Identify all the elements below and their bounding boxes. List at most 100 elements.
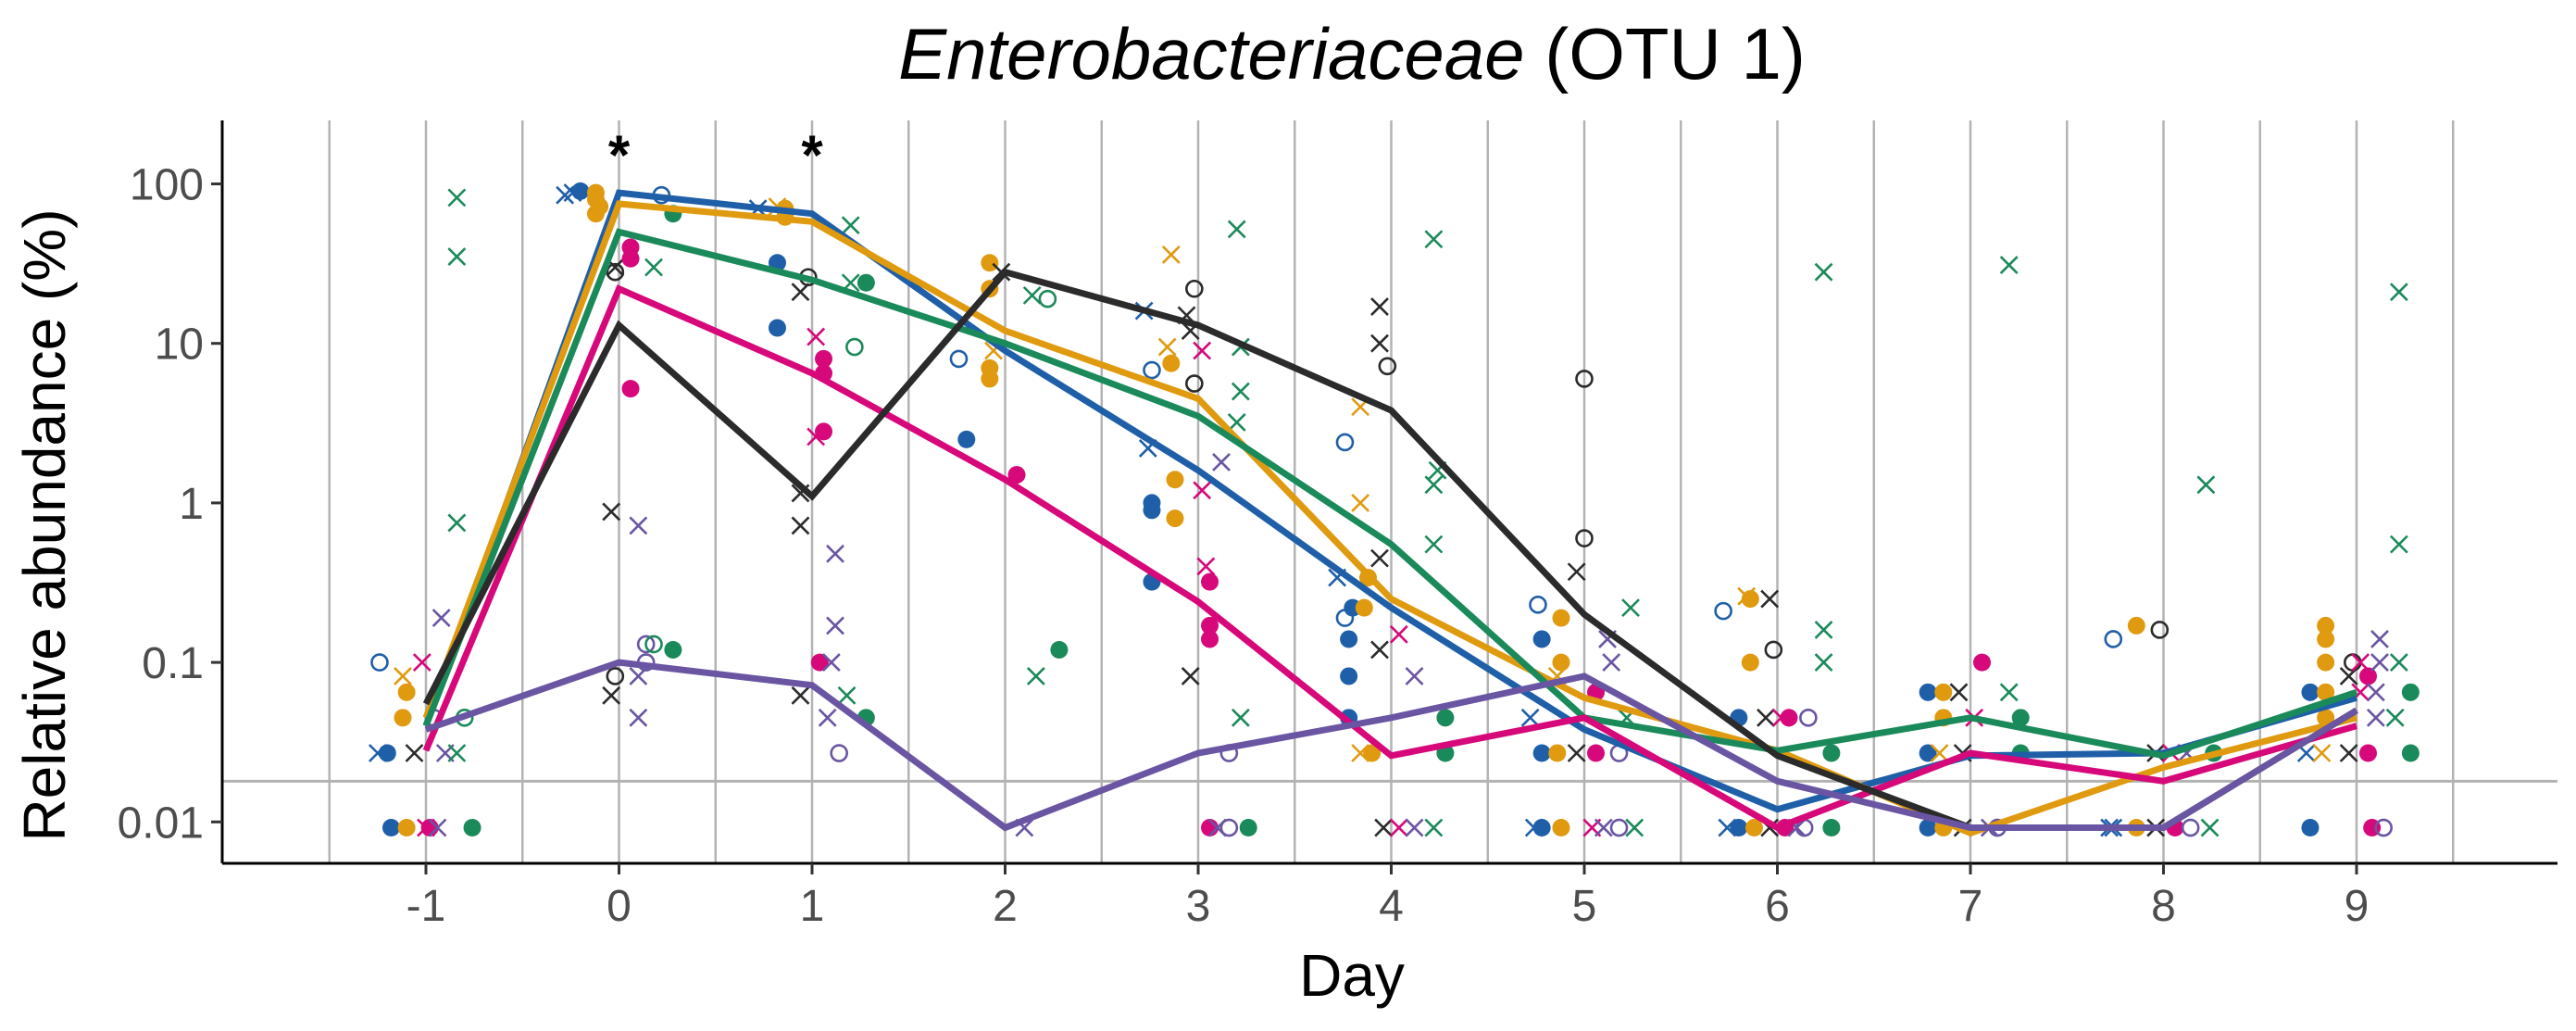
data-point-filled-circle xyxy=(1744,819,1763,837)
data-point-filled-circle xyxy=(1919,683,1937,701)
data-point-filled-circle xyxy=(1741,653,1759,672)
data-point-cross xyxy=(2385,708,2405,727)
data-point-filled-circle xyxy=(1143,501,1161,520)
data-point-open-circle xyxy=(1609,818,1629,837)
data-point-cross xyxy=(1621,598,1640,618)
data-point-open-circle xyxy=(1335,433,1355,452)
data-point-filled-circle xyxy=(1239,819,1257,837)
data-point-cross xyxy=(1193,341,1212,360)
data-point-filled-circle xyxy=(981,254,999,272)
data-point-cross xyxy=(841,216,860,235)
data-point-cross xyxy=(1193,481,1212,500)
data-point-filled-circle xyxy=(1201,630,1219,648)
data-point-filled-circle xyxy=(2011,709,2030,727)
data-point-cross xyxy=(1370,333,1389,353)
data-point-open-circle xyxy=(1038,289,1057,308)
data-point-filled-circle xyxy=(2359,744,2378,762)
data-point-filled-circle xyxy=(1919,819,1937,837)
data-point-cross xyxy=(1370,297,1389,316)
data-point-filled-circle xyxy=(397,683,416,701)
data-point-cross xyxy=(563,183,582,203)
data-point-cross xyxy=(1949,683,1969,702)
data-point-filled-circle xyxy=(1780,709,1798,727)
data-point-filled-circle xyxy=(810,653,829,672)
data-point-filled-circle xyxy=(664,640,682,659)
data-point-cross xyxy=(821,653,841,673)
chart-title: Enterobacteriaceae (OTU 1) xyxy=(898,13,1806,94)
data-point-cross xyxy=(1370,640,1389,660)
significance-mark: * xyxy=(608,124,631,186)
data-point-filled-circle xyxy=(1548,744,1567,762)
data-point-cross xyxy=(1814,621,1833,639)
data-point-open-circle xyxy=(644,635,663,654)
data-point-open-circle xyxy=(606,667,625,685)
data-point-cross xyxy=(807,327,826,346)
data-point-open-circle xyxy=(1575,529,1594,547)
data-point-filled-circle xyxy=(1552,819,1570,837)
data-point-filled-circle xyxy=(2401,744,2420,762)
data-point-cross xyxy=(2339,744,2358,762)
data-point-cross xyxy=(1930,744,1949,762)
data-point-filled-circle xyxy=(768,319,786,337)
data-point-filled-circle xyxy=(2317,630,2335,648)
data-point-cross xyxy=(1424,818,1444,837)
data-point-open-circle xyxy=(2344,653,2362,672)
series-line-4 xyxy=(422,284,2357,832)
data-point-cross xyxy=(1405,667,1424,685)
data-point-cross xyxy=(2389,283,2408,302)
data-point-open-circle xyxy=(1219,818,1239,837)
x-tick-label: 9 xyxy=(2345,882,2370,931)
data-point-open-circle xyxy=(1714,601,1732,621)
y-tick-label: 10 xyxy=(155,321,204,370)
data-point-cross xyxy=(818,708,837,727)
y-tick-label: 0.01 xyxy=(118,798,204,848)
series-line-2 xyxy=(422,200,2357,837)
data-point-cross xyxy=(1227,220,1246,239)
data-point-cross xyxy=(2339,667,2358,685)
x-axis-title: Day xyxy=(1299,942,1405,1009)
data-point-filled-circle xyxy=(1532,630,1551,648)
data-point-filled-circle xyxy=(1355,598,1373,617)
data-point-filled-circle xyxy=(1166,509,1184,528)
data-point-filled-circle xyxy=(2301,683,2320,701)
data-point-cross xyxy=(1157,337,1177,357)
data-point-open-circle xyxy=(1799,709,1818,727)
data-point-open-circle xyxy=(845,337,864,357)
y-tick-label: 100 xyxy=(130,161,204,210)
data-point-filled-circle xyxy=(1741,590,1759,609)
data-point-cross xyxy=(431,609,451,628)
data-point-cross xyxy=(1022,285,1042,305)
data-point-filled-circle xyxy=(857,273,875,292)
data-point-open-circle xyxy=(1378,357,1397,376)
chart-title-italic: Enterobacteriaceae xyxy=(898,13,1524,94)
significance-mark: * xyxy=(801,124,823,186)
data-point-open-circle xyxy=(830,744,848,762)
data-point-cross xyxy=(2200,818,2220,837)
data-point-filled-circle xyxy=(1552,609,1570,627)
x-tick-label: 2 xyxy=(993,882,1018,931)
data-point-cross xyxy=(447,188,467,207)
data-point-cross xyxy=(447,744,467,762)
data-point-filled-circle xyxy=(1340,630,1358,648)
data-point-filled-circle xyxy=(586,205,605,223)
data-point-filled-circle xyxy=(1436,709,1455,727)
x-tick-label: 0 xyxy=(606,882,631,931)
data-point-filled-circle xyxy=(815,422,833,441)
data-point-cross xyxy=(2370,630,2389,648)
points-layer xyxy=(368,182,2420,837)
data-point-filled-circle xyxy=(2127,616,2145,635)
data-point-open-circle xyxy=(1575,370,1594,388)
data-point-filled-circle xyxy=(1919,744,1937,762)
data-point-filled-circle xyxy=(957,430,976,448)
data-point-open-circle xyxy=(1185,374,1204,393)
data-point-cross xyxy=(826,544,844,563)
data-point-cross xyxy=(1196,557,1216,576)
data-point-filled-circle xyxy=(463,819,481,837)
x-tick-label: 1 xyxy=(800,882,825,931)
data-point-cross xyxy=(629,516,648,535)
data-point-cross xyxy=(791,283,810,302)
data-point-cross xyxy=(1212,453,1231,471)
chart-title-rest: (OTU 1) xyxy=(1525,13,1806,94)
data-point-cross xyxy=(1520,708,1540,727)
data-point-cross xyxy=(1567,562,1586,582)
